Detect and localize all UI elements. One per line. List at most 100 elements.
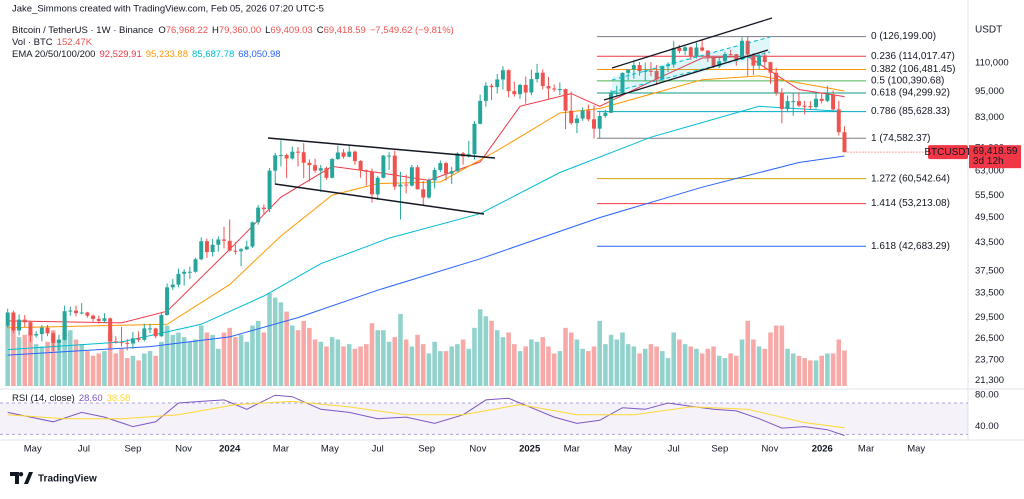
candle-body [11,312,16,331]
candle-body [284,155,289,159]
candle-body [483,85,488,101]
volume-bar [489,320,494,386]
volume-bar [381,330,386,386]
ema-value: 68,050.98 [238,49,280,60]
volume-value: 152.47K [57,37,93,48]
candle-body [5,312,10,326]
volume-bar [494,330,500,386]
volume-bar [170,334,176,386]
candle-body [745,40,750,55]
volume-bar [813,360,819,386]
volume-bar [301,320,306,386]
candle-body [108,318,113,342]
volume-bar [198,325,204,386]
volume-bar [267,292,272,386]
volume-bar [204,332,210,386]
candle-body [757,55,762,66]
candle-body [352,151,357,162]
candle-body [290,151,295,159]
volume-bar [438,351,443,386]
candle-body [239,249,244,252]
volume-bar [409,346,415,386]
candle-body [261,207,266,210]
channel-fill [612,37,770,95]
candle-body [125,342,130,344]
x-tick-label: May [321,444,339,455]
candle-body [330,159,335,178]
fib-label: 0.382 (106,481.45) [871,64,956,75]
candle-body [455,153,460,172]
axis-layer: 110,00095,00083,00071,00063,00055,50049,… [24,58,1021,455]
fib-label: 0.618 (94,299.92) [871,88,950,99]
rsi-layer [0,394,968,436]
candle-body [569,110,574,124]
volume-bar [591,346,597,386]
candle-body [438,163,443,171]
volume-bar [415,334,420,386]
candle-body [51,333,56,343]
candle-body [762,55,767,63]
volume-bar [272,297,278,386]
candle-body [256,207,261,223]
x-tick-label: Sep [124,444,141,455]
y-tick-label: 110,000 [975,58,1009,69]
candle-body [199,241,204,260]
candle-body [22,319,27,323]
candle-body [187,271,192,273]
candle-body [648,70,653,72]
volume-bar [244,341,250,386]
y-tick-label: 23,700 [975,354,1004,365]
volume-bar [534,341,540,386]
volume-bar [45,341,50,386]
volume-bar [523,346,528,386]
candle-body [529,79,534,93]
symbol-title: Bitcoin / TetherUS · 1W · Binance [12,25,153,36]
volume-bar [603,344,608,386]
x-tick-label: Jul [668,444,680,455]
volume-bar [694,348,699,386]
candle-body [381,155,386,178]
volume-bar [130,355,136,386]
fib-label: 1.414 (53,213.08) [871,198,950,209]
candle-body [244,246,249,250]
candle-body [688,47,693,56]
symbol-tag-label: BTCUSDT [924,147,971,158]
candle-body [751,54,756,66]
symbol-legend: Bitcoin / TetherUS · 1W · Binance O76,968… [12,25,454,36]
volume-bar [688,346,694,386]
candle-body [785,101,790,109]
volume-bar [620,332,625,386]
candle-body [415,167,420,190]
volume-bar [22,334,28,386]
candle-body [779,92,784,109]
volume-bar [346,344,352,386]
candle-body [68,310,73,312]
volume-bar [176,332,181,386]
volume-bar [227,327,232,386]
volume-bar [375,330,380,386]
volume-bar [745,320,750,386]
symbol-tag [928,145,968,160]
candle-body [518,84,523,95]
volume-bar [597,320,602,386]
volume-bar [295,330,301,386]
x-tick-label: Mar [564,444,580,455]
volume-bar [728,353,733,386]
candle-body [426,180,431,198]
volume-bar [637,353,642,386]
candle-body [614,92,619,94]
volume-bar [614,339,620,386]
volume-bar [563,327,568,386]
volume-bar [50,330,56,386]
candle-body [677,47,682,51]
volume-bar [398,313,403,386]
candle-body [671,47,676,65]
ema-value: 92,529.91 [99,49,141,60]
x-tick-label: Nov [761,444,778,455]
volume-bar [460,339,466,386]
candle-body [56,339,61,343]
volume-bar [790,353,796,386]
volume-bar [124,358,130,386]
volume-bar [586,351,591,386]
volume-bar [159,341,164,386]
